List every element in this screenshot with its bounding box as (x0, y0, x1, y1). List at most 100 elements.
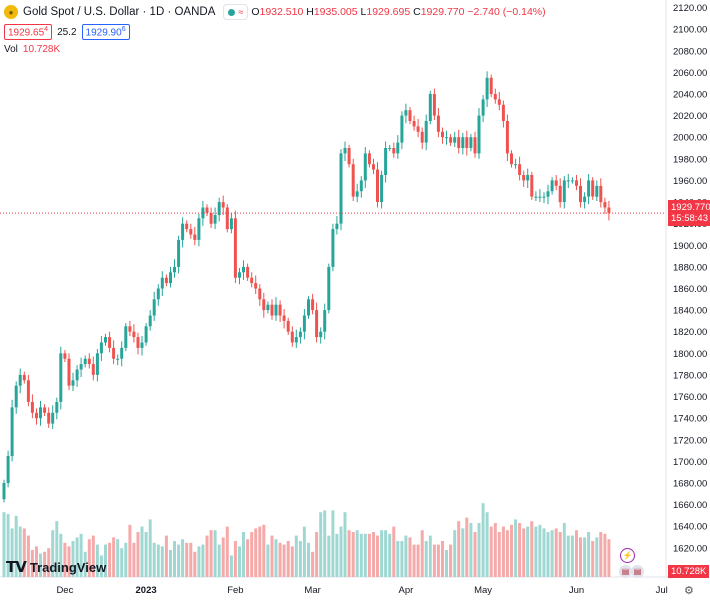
bid-button[interactable]: 1929.654 (4, 24, 53, 41)
us-flag-icon[interactable]: ▤ (619, 565, 632, 578)
market-status-pill[interactable]: ≈ (223, 4, 249, 20)
candle (339, 149, 343, 231)
volume-bar (408, 537, 412, 577)
candle (518, 156, 522, 181)
candle (51, 405, 55, 429)
candle (372, 158, 375, 174)
volume-bar (311, 551, 315, 577)
candle (599, 178, 603, 208)
candle (140, 336, 144, 356)
volume-value: 10.728K (22, 44, 61, 55)
candle (209, 207, 213, 228)
candle (465, 130, 469, 156)
candle (562, 176, 566, 209)
gear-icon[interactable]: ⚙ (684, 585, 694, 597)
ask-button[interactable]: 1929.906 (81, 24, 130, 41)
volume-bar (436, 544, 440, 577)
candle (87, 353, 91, 369)
price-tick-label: 1900.00 (673, 241, 707, 252)
price-tick-label: 1860.00 (673, 284, 707, 295)
symbol-title[interactable]: Gold Spot / U.S. Dollar · 1D · OANDA (23, 6, 216, 18)
volume-bar (461, 528, 465, 577)
candle (477, 108, 481, 159)
candle (160, 271, 164, 297)
volume-bar (225, 526, 229, 577)
volume-bar (181, 539, 185, 577)
candle (225, 204, 229, 233)
volume-bar (570, 535, 574, 577)
candle (526, 168, 530, 188)
gold-coin-icon[interactable]: ● (4, 5, 18, 19)
price-tick-label: 1620.00 (673, 543, 707, 554)
candle (6, 450, 10, 488)
volume-bar (583, 537, 587, 577)
volume-legend[interactable]: Vol 10.728K (4, 44, 60, 55)
volume-bar (367, 533, 371, 577)
volume-tag: 10.728K (668, 565, 710, 578)
time-tick-label: May (474, 585, 492, 596)
volume-bar (363, 533, 367, 577)
volume-bar (485, 512, 489, 577)
volume-bar (18, 526, 22, 577)
candle (579, 178, 582, 208)
volume-bar (497, 532, 501, 577)
time-tick-label: Jun (569, 585, 584, 596)
candle (278, 300, 282, 322)
volume-bar (95, 544, 99, 577)
volume-bar (55, 521, 59, 577)
candle (193, 226, 197, 246)
volume-bar (522, 528, 526, 577)
volume-bar (400, 541, 404, 577)
candle (530, 171, 534, 200)
change-value: −2.740 (−0.14%) (467, 6, 546, 18)
lightning-icon[interactable]: ⚡ (620, 548, 635, 563)
candle (246, 263, 250, 281)
candle (558, 178, 562, 208)
volume-bar (566, 535, 570, 577)
volume-bar (169, 550, 172, 577)
candle (55, 397, 59, 420)
candle (542, 192, 546, 204)
volume-bar (457, 521, 461, 577)
candle (396, 135, 400, 159)
price-tick-label: 2120.00 (673, 3, 707, 14)
candle (315, 302, 319, 343)
volume-bar (355, 530, 359, 577)
volume-bars (2, 503, 611, 577)
volume-bar (128, 524, 132, 577)
candle (376, 162, 379, 208)
candle (505, 114, 509, 161)
volume-bar (209, 530, 213, 577)
volume-bar (164, 535, 168, 577)
candle (286, 317, 290, 335)
volume-bar (396, 541, 400, 577)
volume-bar (201, 544, 205, 577)
price-axis[interactable]: 1600.001620.001640.001660.001680.001700.… (673, 3, 707, 576)
candle (181, 217, 185, 248)
candle (258, 284, 262, 306)
price-tick-label: 1780.00 (673, 370, 707, 381)
price-tick-label: 2080.00 (673, 46, 707, 57)
candle (262, 292, 266, 318)
candle (18, 368, 22, 394)
candle (197, 213, 201, 247)
volume-bar (108, 542, 112, 577)
tradingview-logo[interactable]: 𝗧𝗩 TradingView (6, 558, 106, 576)
candle (75, 365, 79, 387)
candle (473, 131, 477, 158)
volume-bar (538, 524, 542, 577)
us-flag-icon[interactable]: ▤ (631, 565, 644, 578)
volume-label: Vol (4, 44, 18, 55)
volume-bar (489, 526, 493, 577)
candle (71, 372, 75, 392)
candle (538, 189, 542, 203)
time-axis[interactable]: Dec 2023 Feb Mar Apr May Jun Jul (56, 585, 667, 596)
volume-bar (603, 533, 607, 577)
volume-bar (518, 523, 522, 577)
volume-bar (71, 541, 75, 577)
volume-bar (380, 530, 384, 577)
candle (424, 114, 428, 151)
candle (148, 310, 152, 331)
candle (201, 201, 205, 226)
